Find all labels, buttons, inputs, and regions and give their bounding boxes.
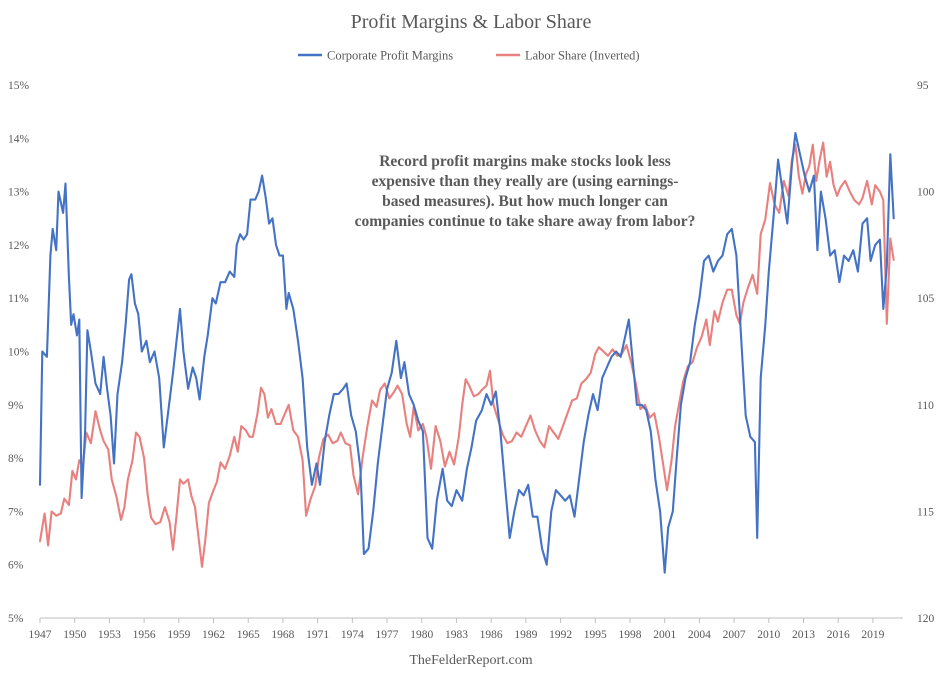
x-axis-tick-label: 1950 [63, 629, 86, 641]
x-axis-tick-label: 1998 [618, 629, 641, 641]
x-axis-tick-label: 1965 [237, 629, 260, 641]
x-axis-tick-label: 1956 [133, 629, 156, 641]
x-axis-tick-label: 2004 [688, 629, 711, 641]
x-axis-tick-label: 1974 [341, 629, 364, 641]
x-axis-tick-label: 2010 [757, 629, 780, 641]
x-axis-tick-label: 1986 [480, 629, 503, 641]
legend-label-labor-share: Labor Share (Inverted) [525, 49, 640, 63]
x-axis-tick-label: 1992 [549, 629, 572, 641]
legend-label-profit-margins: Corporate Profit Margins [327, 49, 453, 63]
x-axis-tick-label: 2013 [792, 629, 815, 641]
x-axis-tick-label: 1995 [584, 629, 607, 641]
series-layer [38, 131, 895, 574]
left-axis-tick-label: 10% [8, 347, 30, 359]
profit-margins-line [38, 131, 895, 574]
left-axis-tick-label: 12% [8, 240, 30, 252]
chart-title: Profit Margins & Labor Share [351, 11, 592, 33]
x-axis-tick-label: 1962 [202, 629, 225, 641]
annotation-line-3: based measures). But how much longer can [382, 193, 668, 210]
annotation-line-2: expensive than they really are (using ea… [372, 173, 679, 190]
annotation: Record profit margins make stocks look l… [355, 153, 696, 230]
annotation-line-1: Record profit margins make stocks look l… [379, 153, 671, 170]
left-axis-tick-label: 11% [8, 293, 29, 305]
x-axis-tick-label: 1959 [167, 629, 190, 641]
x-axis-tick-label: 1968 [271, 629, 294, 641]
x-axis-tick-label: 1983 [445, 629, 468, 641]
left-axis-tick-label: 15% [8, 80, 30, 92]
left-axis-tick-label: 7% [8, 506, 24, 518]
x-axis-tick-label: 1989 [514, 629, 537, 641]
right-axis-tick-label: 95 [917, 80, 929, 92]
left-axis-tick-label: 8% [8, 453, 24, 465]
right-axis-ticks: 95 100 105 110 115 120 [917, 80, 935, 625]
right-axis-tick-label: 105 [917, 293, 935, 305]
right-axis-tick-label: 110 [917, 400, 934, 412]
x-axis-tick-label: 2019 [861, 629, 884, 641]
legend: Corporate Profit Margins Labor Share (In… [298, 49, 640, 63]
right-axis-tick-label: 120 [917, 613, 935, 625]
left-axis-ticks: 5% 6% 7% 8% 9% 10% 11% 12% 13% 14% 15% [8, 80, 30, 625]
left-axis-tick-label: 5% [8, 613, 24, 625]
x-axis-tick-label: 1953 [98, 629, 121, 641]
x-axis-tick-label: 1947 [29, 629, 52, 641]
labor-share-line [38, 141, 895, 568]
x-axis-ticks: 1947 1950 1953 1956 1959 1962 1965 1968 1971 1974… [29, 618, 885, 641]
x-axis-tick-label: 1980 [410, 629, 433, 641]
x-axis-tick-label: 1971 [306, 629, 329, 641]
left-axis-tick-label: 6% [8, 560, 24, 572]
right-axis-tick-label: 100 [917, 187, 935, 199]
right-axis-tick-label: 115 [917, 506, 934, 518]
x-axis-tick-label: 2001 [653, 629, 676, 641]
left-axis-tick-label: 13% [8, 187, 30, 199]
x-axis-tick-label: 2016 [827, 629, 850, 641]
left-axis-tick-label: 9% [8, 400, 24, 412]
annotation-line-4: companies continue to take share away fr… [355, 213, 696, 230]
x-axis-tick-label: 1977 [376, 629, 399, 641]
left-axis-tick-label: 14% [8, 133, 30, 145]
source-credit: TheFelderReport.com [409, 653, 532, 668]
x-axis-tick-label: 2007 [723, 629, 746, 641]
